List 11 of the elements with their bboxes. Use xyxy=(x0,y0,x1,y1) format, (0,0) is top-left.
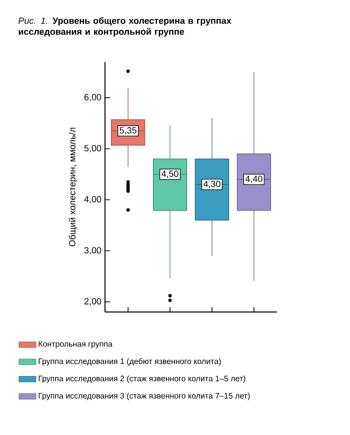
y-tick-label: 6,00 xyxy=(84,94,102,102)
text: 4,50 xyxy=(162,170,178,178)
text: 5,35 xyxy=(120,127,136,135)
text: 4,30 xyxy=(203,180,220,188)
y-tick-label: 4,00 xyxy=(84,196,102,204)
y-tick-label: 3,00 xyxy=(84,247,102,254)
chart-title: Рис. 1. Уровень общего холестерина в группах исследования и контрольной группе xyxy=(18,17,232,37)
y-tick-label: 2,00 xyxy=(84,298,102,306)
text: 4,40 xyxy=(245,176,262,184)
y-tick-label: 5,00 xyxy=(84,145,102,152)
y-axis-title: Общий холестерин, ммоль/л xyxy=(68,128,78,246)
